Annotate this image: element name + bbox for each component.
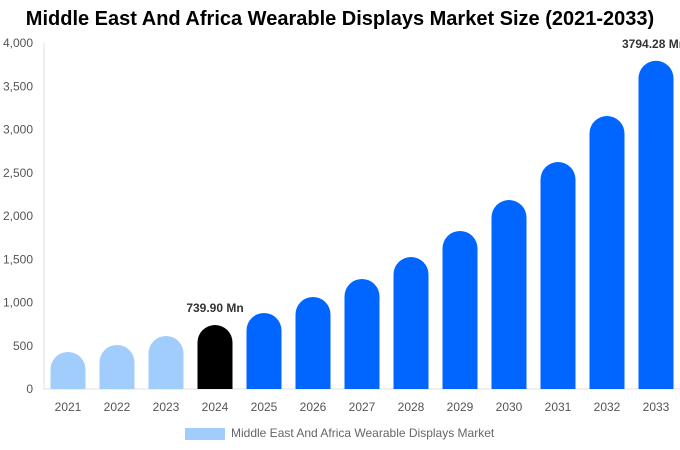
x-tick-label: 2023 bbox=[153, 400, 180, 414]
y-tick-label: 3,500 bbox=[3, 79, 33, 93]
bar-2023 bbox=[148, 335, 184, 389]
bar-2033 bbox=[638, 60, 674, 390]
bar-2025 bbox=[246, 312, 282, 389]
y-tick-label: 4,000 bbox=[3, 36, 33, 50]
y-tick-label: 3,000 bbox=[3, 123, 33, 137]
bar-2027 bbox=[344, 278, 380, 389]
x-tick-label: 2030 bbox=[496, 400, 523, 414]
data-label: 3794.28 Mn bbox=[622, 37, 680, 51]
x-tick-label: 2029 bbox=[447, 400, 474, 414]
y-tick-label: 0 bbox=[26, 382, 33, 396]
legend-swatch bbox=[185, 428, 225, 440]
x-tick-label: 2031 bbox=[545, 400, 572, 414]
x-tick-label: 2025 bbox=[251, 400, 278, 414]
bar-2026 bbox=[295, 296, 331, 389]
x-tick-label: 2027 bbox=[349, 400, 376, 414]
x-tick-label: 2022 bbox=[104, 400, 131, 414]
x-tick-label: 2024 bbox=[202, 400, 229, 414]
y-tick-label: 500 bbox=[13, 339, 33, 353]
legend-label: Middle East And Africa Wearable Displays… bbox=[231, 426, 495, 440]
chart-title: Middle East And Africa Wearable Displays… bbox=[25, 8, 655, 30]
bar-2022 bbox=[99, 344, 135, 389]
bar-2028 bbox=[393, 257, 429, 389]
x-tick-label: 2032 bbox=[594, 400, 621, 414]
bar-2024 bbox=[197, 324, 233, 389]
x-tick-label: 2033 bbox=[643, 400, 670, 414]
data-label: 739.90 Mn bbox=[186, 301, 243, 315]
bar-2032 bbox=[589, 116, 625, 389]
y-tick-label: 2,000 bbox=[3, 209, 33, 223]
x-tick-label: 2021 bbox=[55, 400, 82, 414]
y-tick-label: 2,500 bbox=[3, 166, 33, 180]
bar-2029 bbox=[442, 230, 478, 389]
bar-2030 bbox=[491, 199, 527, 389]
y-tick-label: 1,000 bbox=[3, 296, 33, 310]
bar-2031 bbox=[540, 162, 576, 389]
x-tick-label: 2028 bbox=[398, 400, 425, 414]
x-tick-label: 2026 bbox=[300, 400, 327, 414]
y-tick-label: 1,500 bbox=[3, 252, 33, 266]
bar-2021 bbox=[50, 351, 86, 389]
